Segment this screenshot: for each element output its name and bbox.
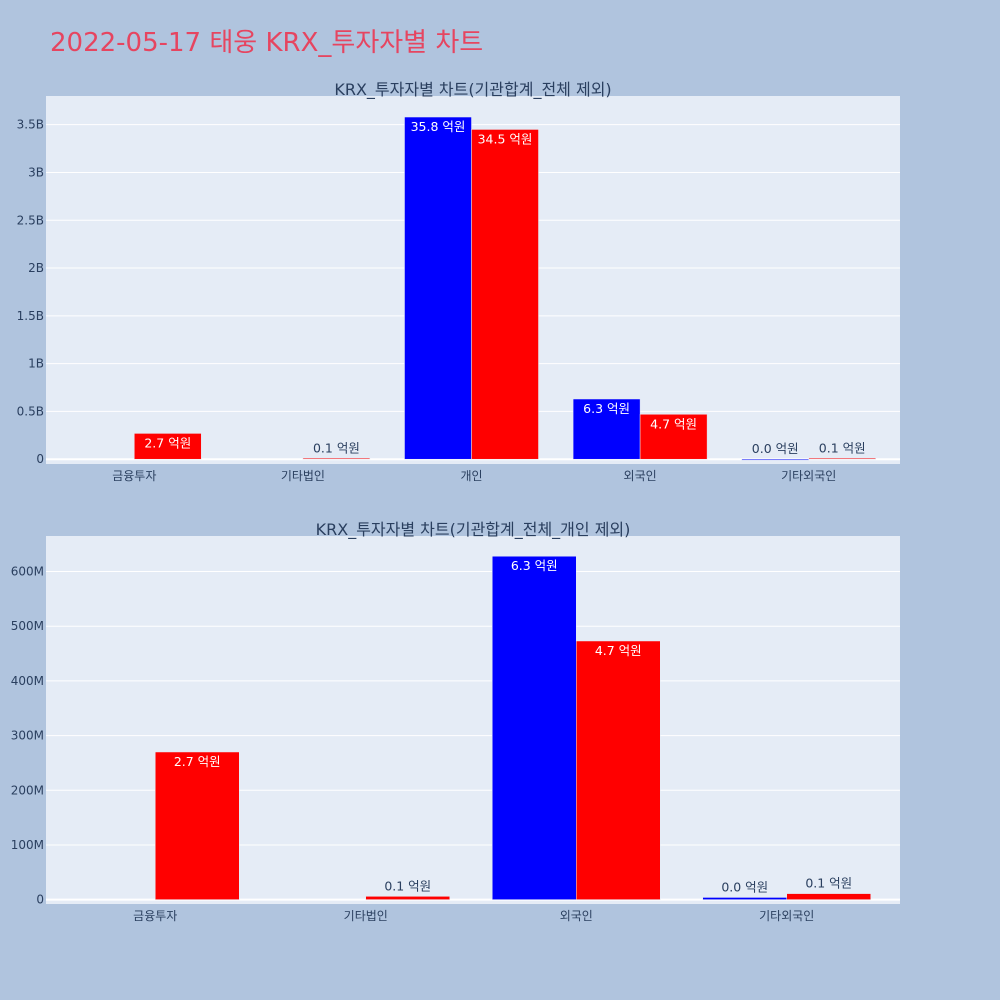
y-tick-label: 400M <box>11 674 44 688</box>
bar <box>365 896 450 900</box>
y-tick-label: 3B <box>28 165 44 179</box>
y-tick-label: 3.5B <box>17 118 44 132</box>
y-tick-label: 0.5B <box>17 404 44 418</box>
x-tick-label: 금융투자 <box>112 469 156 483</box>
chart-title: KRX_투자자별 차트(기관합계_전체 제외) <box>334 80 611 100</box>
data-label: 2.7 억원 <box>174 754 221 769</box>
y-tick-label: 0 <box>36 893 44 907</box>
data-label: 6.3 억원 <box>583 401 630 416</box>
page-title: 2022-05-17 태웅 KRX_투자자별 차트 <box>50 28 484 58</box>
y-tick-label: 1B <box>28 357 44 371</box>
data-label: 6.3 억원 <box>511 558 558 573</box>
chart-title: KRX_투자자별 차트(기관합계_전체_개인 제외) <box>316 520 631 540</box>
bar <box>404 116 472 460</box>
bar <box>576 640 661 900</box>
y-tick-label: 500M <box>11 619 44 633</box>
x-tick-label: 외국인 <box>624 469 657 483</box>
x-tick-label: 외국인 <box>560 909 593 923</box>
bar <box>134 433 202 460</box>
y-tick-label: 300M <box>11 729 44 743</box>
x-tick-label: 금융투자 <box>133 909 177 923</box>
y-tick-label: 200M <box>11 783 44 797</box>
data-label: 35.8 억원 <box>411 119 466 134</box>
chart-2: KRX_투자자별 차트(기관합계_전체_개인 제외) 0 100M 200M 300M 4… <box>11 520 900 923</box>
chart-1: KRX_투자자별 차트(기관합계_전체 제외) 0 0.5B 1B 1.5B 2B 2.5B… <box>17 80 900 483</box>
y-tick-label: 2B <box>28 261 44 275</box>
y-tick-label: 0 <box>36 452 44 466</box>
x-tick-label: 기타외국인 <box>781 469 836 483</box>
bar <box>702 897 787 900</box>
x-tick-label: 기타법인 <box>281 469 325 483</box>
bar <box>492 555 577 900</box>
y-tick-label: 100M <box>11 838 44 852</box>
data-label: 0.0 억원 <box>752 441 799 456</box>
bar <box>741 458 809 461</box>
data-label: 34.5 억원 <box>478 131 533 146</box>
data-label: 0.1 억원 <box>384 878 431 893</box>
bar <box>155 751 240 900</box>
data-label: 0.1 억원 <box>313 440 360 455</box>
bar <box>786 893 871 900</box>
data-label: 4.7 억원 <box>650 416 697 431</box>
y-tick-label: 1.5B <box>17 309 44 323</box>
data-label: 0.0 억원 <box>721 879 768 894</box>
x-tick-label: 개인 <box>460 469 482 483</box>
y-tick-label: 600M <box>11 565 44 579</box>
y-tick-label: 2.5B <box>17 213 44 227</box>
bar <box>302 458 371 460</box>
data-label: 0.1 억원 <box>805 876 852 891</box>
data-label: 2.7 억원 <box>144 435 191 450</box>
x-tick-label: 기타외국인 <box>759 909 814 923</box>
data-label: 0.1 억원 <box>819 440 866 455</box>
data-label: 4.7 억원 <box>595 643 642 658</box>
bar <box>471 129 539 460</box>
x-tick-label: 기타법인 <box>344 909 388 923</box>
bar <box>639 414 708 460</box>
bar <box>808 458 876 460</box>
